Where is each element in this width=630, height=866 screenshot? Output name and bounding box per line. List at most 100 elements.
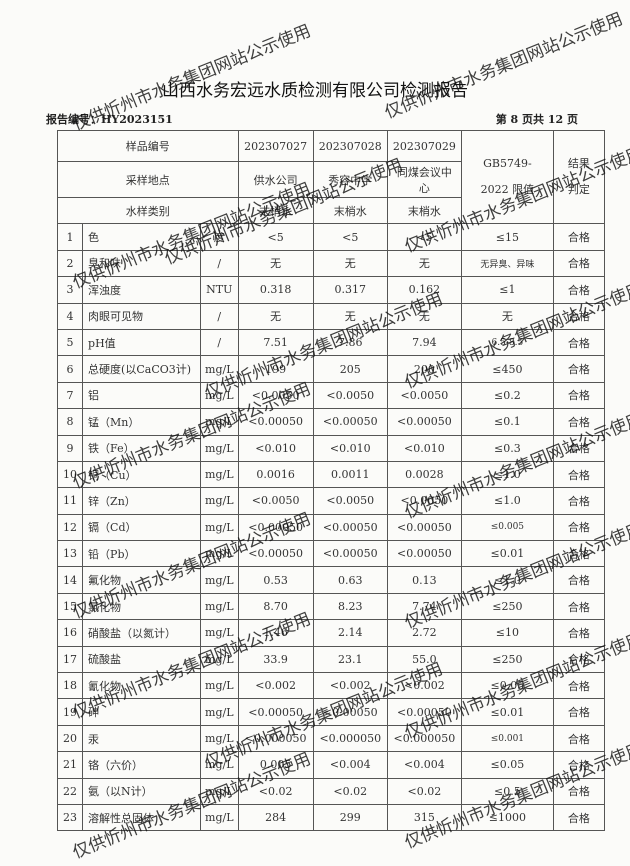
limit: 6.5-8.5 [460, 328, 554, 357]
value: 7.51 [237, 328, 314, 357]
site-label: 采样地点 [57, 161, 239, 198]
value: 0.317 [312, 276, 388, 304]
value: 299 [312, 803, 388, 832]
value: 无 [237, 302, 314, 330]
item-name: 氯化物 [82, 592, 201, 621]
item-no: 2 [56, 249, 84, 278]
result: 合格 [552, 302, 606, 330]
unit: mg/L [200, 619, 239, 647]
table-row: 17 硫酸盐 mg/L 33.9 23.1 55.0 ≤250 合格 [56, 645, 606, 674]
water-type: 末梢水 [237, 196, 314, 225]
value: <0.00050 [386, 513, 462, 542]
unit: mg/L [200, 645, 239, 674]
unit: mg/L [200, 487, 239, 515]
item-name: 铝 [82, 381, 201, 410]
value: <0.002 [312, 672, 388, 700]
value: 2.14 [312, 619, 388, 647]
value: 0.0028 [386, 460, 462, 489]
limit: ≤250 [460, 592, 554, 621]
unit: mg/L [200, 460, 239, 489]
item-name: pH值 [82, 328, 201, 357]
unit: mg/L [200, 777, 239, 805]
table-row: 16 硝酸盐（以氮计） mg/L 1.46 2.14 2.72 ≤10 合格 [56, 619, 606, 647]
item-no: 12 [56, 513, 84, 542]
value: 205 [312, 355, 388, 383]
result: 合格 [552, 276, 606, 304]
limit: ≤1 [460, 276, 554, 304]
sample-no-row: 样品编号 202307027 202307028 202307029 GB574… [57, 129, 606, 225]
item-no: 9 [56, 434, 84, 462]
value: <0.0050 [237, 381, 314, 410]
unit: mg/L [200, 540, 239, 568]
table-row: 5 pH值/7.51 7.86 7.94 6.5-8.5 合格 [56, 328, 606, 357]
item-no: 3 [56, 276, 84, 304]
value: 0.318 [237, 276, 314, 304]
result: 合格 [552, 619, 606, 647]
table-row: 21 铬（六价） mg/L 0.005 <0.004 <0.004 ≤0.05 合格 [56, 751, 606, 779]
result: 合格 [552, 645, 606, 674]
limit: ≤1.0 [460, 487, 554, 515]
value: <0.02 [386, 777, 462, 805]
value: 1.46 [237, 619, 314, 647]
type-row: 水样类别 末梢水 末梢水 末梢水 [57, 196, 605, 225]
value: <0.00050 [312, 513, 388, 542]
table-row: 20 汞 mg/L <0.000050 <0.000050 <0.000050 ≤0.001… [56, 724, 606, 753]
unit: mg/L [200, 408, 239, 436]
result: 合格 [552, 513, 606, 542]
value: <0.00050 [237, 698, 314, 726]
value: <0.0050 [312, 487, 388, 515]
sample-no: 202307029 [386, 130, 462, 162]
item-no: 11 [56, 487, 84, 515]
site-row: 采样地点 供水公司 秀容中学 同煤会议中心 [57, 161, 605, 198]
value: <0.010 [312, 434, 388, 462]
table-row: 18 氰化物 mg/L <0.002 <0.002 <0.002 ≤0.05 合格 [56, 672, 606, 700]
value: 33.9 [237, 645, 314, 674]
value: 无 [237, 249, 314, 278]
value: <5 [237, 223, 314, 251]
limit: ≤0.3 [460, 434, 554, 462]
table-row: 10 铜（Cu） mg/L 0.0016 0.0011 0.0028 ≤1.0 合格 [56, 460, 606, 489]
site: 秀容中学 [312, 161, 388, 198]
value: <0.002 [237, 672, 314, 700]
value: <0.004 [386, 751, 462, 779]
table-row: 4 肉眼可见物 / 无无无无合格 [56, 302, 606, 330]
result-header: 结果判定 [552, 129, 606, 225]
site: 供水公司 [237, 161, 314, 198]
limit: 无 [460, 302, 554, 330]
value: 0.0011 [312, 460, 388, 489]
result: 合格 [552, 540, 606, 568]
limit: ≤1.0 [460, 460, 554, 489]
value: 8.23 [312, 592, 388, 621]
table-row: 19 砷 mg/L <0.00050 <0.00050 <0.00050 ≤0.01 合格 [56, 698, 606, 726]
item-name: 锰（Mn） [82, 408, 201, 436]
unit: mg/L [200, 566, 239, 594]
item-name: 臭和味 [82, 249, 201, 278]
limit: ≤0.2 [460, 381, 554, 410]
value: 无 [312, 302, 388, 330]
table-row: 2 臭和味 / 无无无无异臭、异味 合格 [56, 249, 606, 278]
unit: / [200, 249, 239, 278]
value: <0.02 [237, 777, 314, 805]
item-name: 镉（Cd） [82, 513, 201, 542]
table-row: 6 总硬度(以CaCO3计) mg/L 199 205 200 ≤450 合格 [56, 355, 606, 383]
item-no: 17 [56, 645, 84, 674]
sample-no: 202307027 [237, 130, 314, 162]
table-row: 3 浑浊度 NTU 0.318 0.317 0.162 ≤1 合格 [56, 276, 606, 304]
value: <5 [386, 223, 462, 251]
result: 合格 [552, 672, 606, 700]
result: 合格 [552, 777, 606, 805]
item-no: 19 [56, 698, 84, 726]
limit: ≤0.01 [460, 698, 554, 726]
table-row: 14 氟化物 mg/L 0.53 0.63 0.13 ≤1.0 合格 [56, 566, 606, 594]
result: 合格 [552, 803, 606, 832]
result: 合格 [552, 751, 606, 779]
report-number: 报告编号：HY2023151 [46, 113, 173, 126]
value: <0.000050 [312, 724, 388, 753]
result: 合格 [552, 434, 606, 462]
item-no: 14 [56, 566, 84, 594]
item-no: 10 [56, 460, 84, 489]
item-no: 16 [56, 619, 84, 647]
value: <0.00050 [237, 540, 314, 568]
value: <0.010 [237, 434, 314, 462]
